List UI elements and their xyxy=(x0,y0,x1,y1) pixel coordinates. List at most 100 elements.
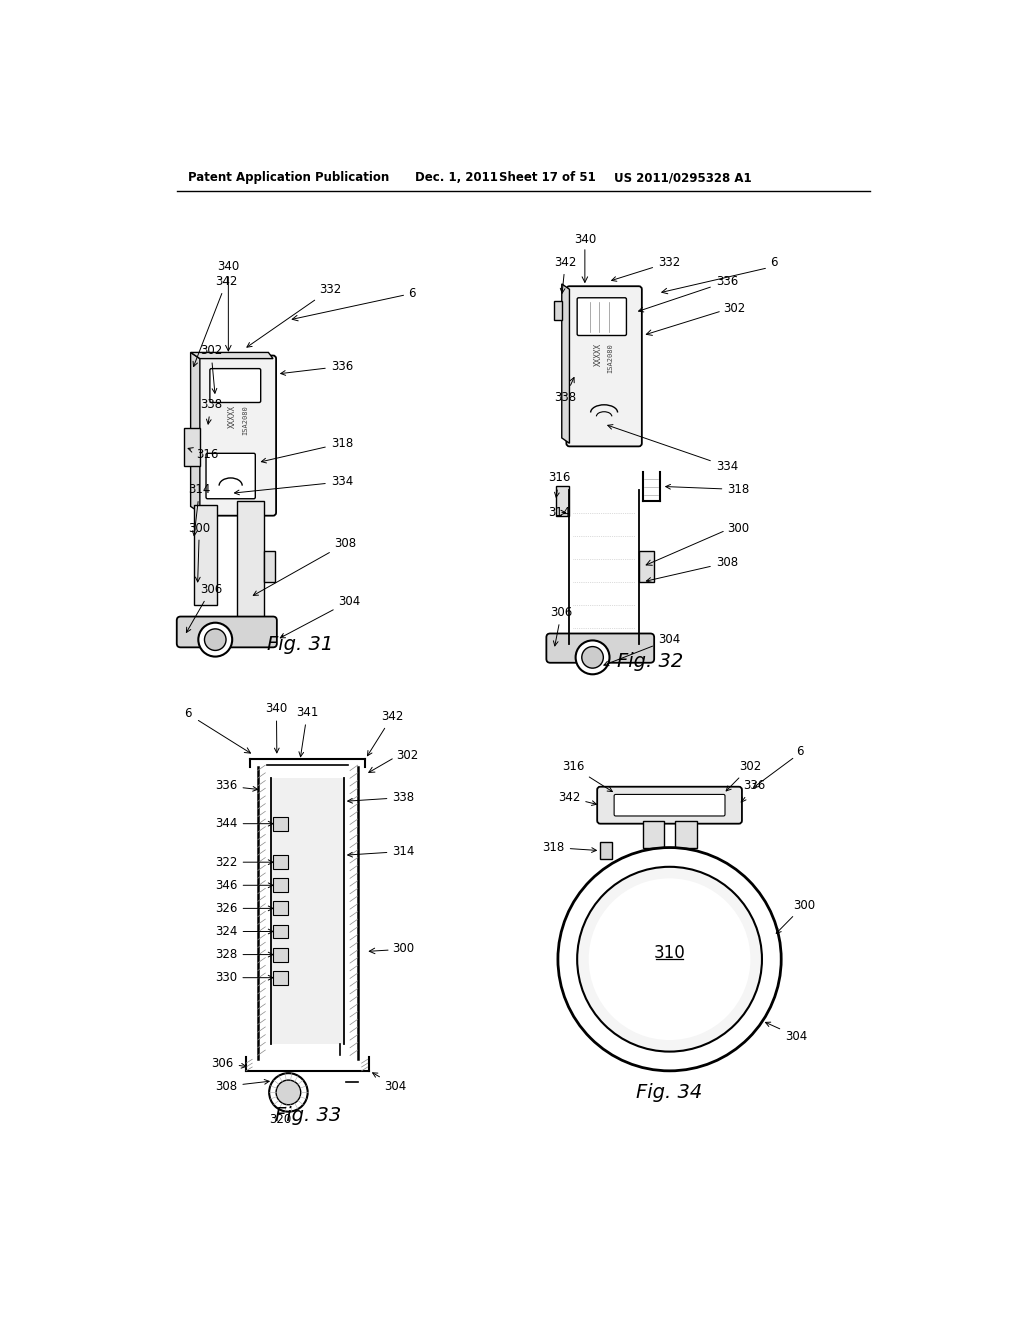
Circle shape xyxy=(276,1080,301,1105)
Text: 318: 318 xyxy=(543,841,596,854)
Bar xyxy=(554,301,562,321)
Text: 308: 308 xyxy=(215,1080,269,1093)
Text: 342: 342 xyxy=(194,275,238,367)
Text: 300: 300 xyxy=(188,521,211,582)
Text: 304: 304 xyxy=(281,594,360,638)
Text: 302: 302 xyxy=(726,760,761,791)
Text: 308: 308 xyxy=(253,537,356,595)
Text: 334: 334 xyxy=(608,425,738,473)
Bar xyxy=(273,878,289,892)
Text: 316: 316 xyxy=(188,447,218,462)
Bar xyxy=(271,779,344,1044)
Text: 338: 338 xyxy=(200,399,222,424)
Text: Fig. 32: Fig. 32 xyxy=(617,652,683,671)
FancyBboxPatch shape xyxy=(547,634,654,663)
Polygon shape xyxy=(562,284,569,444)
Text: 314: 314 xyxy=(548,506,570,519)
Text: 320: 320 xyxy=(269,1113,292,1126)
Text: 328: 328 xyxy=(215,948,273,961)
Text: 302: 302 xyxy=(724,302,745,315)
Text: 314: 314 xyxy=(188,483,211,536)
Bar xyxy=(237,502,264,628)
FancyBboxPatch shape xyxy=(210,368,261,403)
FancyBboxPatch shape xyxy=(578,298,627,335)
Text: Fig. 34: Fig. 34 xyxy=(637,1082,702,1102)
Text: 318: 318 xyxy=(666,483,750,496)
Text: 314: 314 xyxy=(348,845,415,858)
Text: 342: 342 xyxy=(554,256,577,293)
FancyBboxPatch shape xyxy=(566,286,642,446)
Text: ISA2080: ISA2080 xyxy=(607,343,613,374)
Text: 300: 300 xyxy=(776,899,815,933)
Bar xyxy=(273,817,289,830)
Text: 6: 6 xyxy=(408,286,416,300)
Text: 330: 330 xyxy=(215,972,273,985)
Bar xyxy=(675,821,696,847)
Text: Patent Application Publication: Patent Application Publication xyxy=(188,172,389,185)
Text: 336: 336 xyxy=(281,360,353,375)
Bar xyxy=(643,821,665,847)
Circle shape xyxy=(199,623,232,656)
FancyBboxPatch shape xyxy=(197,355,276,516)
Circle shape xyxy=(578,867,762,1052)
Text: Fig. 33: Fig. 33 xyxy=(274,1106,341,1125)
Text: 310: 310 xyxy=(653,944,685,962)
Text: 346: 346 xyxy=(215,879,273,892)
Text: 302: 302 xyxy=(396,748,419,762)
Text: 340: 340 xyxy=(265,702,288,752)
Text: 6: 6 xyxy=(770,256,777,269)
Text: 318: 318 xyxy=(261,437,353,463)
Text: 336: 336 xyxy=(215,779,258,792)
Text: 304: 304 xyxy=(604,634,680,665)
Polygon shape xyxy=(190,352,200,512)
Bar xyxy=(194,504,217,605)
Bar xyxy=(600,842,611,859)
Bar xyxy=(273,855,289,869)
Text: 342: 342 xyxy=(368,710,403,756)
Text: 336: 336 xyxy=(639,275,738,312)
Text: 340: 340 xyxy=(217,260,240,273)
Text: 306: 306 xyxy=(186,583,222,632)
Text: 316: 316 xyxy=(562,760,612,792)
FancyBboxPatch shape xyxy=(597,787,742,824)
Circle shape xyxy=(575,640,609,675)
Text: 308: 308 xyxy=(646,556,738,582)
Text: 338: 338 xyxy=(348,791,415,804)
Text: 344: 344 xyxy=(215,817,273,830)
Bar xyxy=(273,902,289,915)
FancyBboxPatch shape xyxy=(206,453,255,499)
Text: 341: 341 xyxy=(296,706,318,756)
Text: Dec. 1, 2011: Dec. 1, 2011 xyxy=(416,172,499,185)
Text: 6: 6 xyxy=(797,746,804,758)
Circle shape xyxy=(205,628,226,651)
Text: US 2011/0295328 A1: US 2011/0295328 A1 xyxy=(614,172,752,185)
Bar xyxy=(556,486,569,516)
Text: XXXXX: XXXXX xyxy=(227,405,237,428)
Text: 306: 306 xyxy=(211,1056,246,1069)
Text: ISA2080: ISA2080 xyxy=(243,405,248,436)
Bar xyxy=(273,970,289,985)
Text: Sheet 17 of 51: Sheet 17 of 51 xyxy=(499,172,595,185)
Text: 316: 316 xyxy=(548,471,570,498)
Text: 322: 322 xyxy=(215,855,273,869)
Text: 334: 334 xyxy=(234,475,353,495)
Text: 6: 6 xyxy=(184,706,191,719)
FancyBboxPatch shape xyxy=(177,616,276,647)
Text: 332: 332 xyxy=(611,256,680,281)
Text: Fig. 31: Fig. 31 xyxy=(267,635,333,653)
Text: 300: 300 xyxy=(727,521,750,535)
Polygon shape xyxy=(639,552,654,582)
Text: XXXXX: XXXXX xyxy=(594,343,602,367)
Text: 300: 300 xyxy=(392,941,415,954)
Circle shape xyxy=(589,878,751,1040)
Polygon shape xyxy=(264,552,275,582)
Bar xyxy=(273,948,289,961)
Bar xyxy=(273,924,289,939)
Circle shape xyxy=(269,1073,307,1111)
Text: 306: 306 xyxy=(550,606,572,645)
Polygon shape xyxy=(190,352,273,359)
Text: 338: 338 xyxy=(554,378,577,404)
Text: 304: 304 xyxy=(373,1073,407,1093)
FancyBboxPatch shape xyxy=(614,795,725,816)
Circle shape xyxy=(558,847,781,1071)
